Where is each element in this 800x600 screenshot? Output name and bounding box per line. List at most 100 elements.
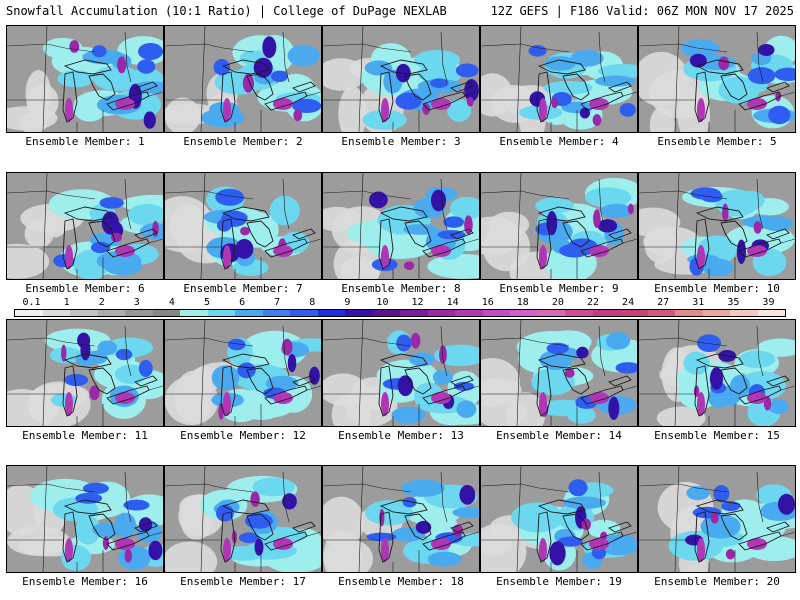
colorbar-label: 35 [727, 297, 740, 308]
colorbar-swatch [180, 310, 208, 316]
snowfall-map [323, 26, 479, 132]
ensemble-member-panel [638, 319, 796, 427]
colorbar-swatch [675, 310, 703, 316]
colorbar-swatch [400, 310, 428, 316]
header: Snowfall Accumulation (10:1 Ratio) | Col… [0, 0, 800, 22]
ensemble-member-caption: Ensemble Member: 17 [180, 575, 306, 588]
ensemble-member-panel [480, 319, 638, 427]
ensemble-member-caption: Ensemble Member: 9 [499, 282, 619, 295]
colorbar-swatch [455, 310, 483, 316]
colorbar: 0.1 1 2 3 4 5 6 7 8 9 10 12 14 16 18 20 22 24 27 31 35 39 [14, 297, 786, 317]
ensemble-member-caption: Ensemble Member: 7 [183, 282, 303, 295]
colorbar-label: 39 [762, 297, 775, 308]
ensemble-member-caption: Ensemble Member: 1 [25, 135, 145, 148]
colorbar-swatch [647, 310, 675, 316]
snowfall-map [165, 26, 321, 132]
ensemble-member-caption: Ensemble Member: 13 [338, 429, 464, 442]
ensemble-member-caption: Ensemble Member: 10 [654, 282, 780, 295]
colorbar-label: 7 [274, 297, 281, 308]
ensemble-member-caption: Ensemble Member: 15 [654, 429, 780, 442]
colorbar-label: 6 [239, 297, 246, 308]
colorbar-label: 22 [586, 297, 600, 308]
colorbar-label: 0.1 [22, 297, 41, 308]
snowfall-map [7, 26, 163, 132]
colorbar-swatch [207, 310, 235, 316]
snowfall-map [7, 320, 163, 426]
colorbar-swatch [70, 310, 98, 316]
snowfall-map [323, 320, 479, 426]
ensemble-member-panel [6, 25, 164, 133]
colorbar-label: 27 [657, 297, 670, 308]
snowfall-map [165, 320, 321, 426]
ensemble-member-panel [322, 465, 480, 573]
colorbar-swatch [372, 310, 400, 316]
colorbar-swatch [15, 310, 43, 316]
ensemble-member-panel [322, 319, 480, 427]
colorbar-swatch [482, 310, 510, 316]
snowfall-map [481, 26, 637, 132]
ensemble-member-panel [6, 172, 164, 280]
snowfall-map [323, 173, 479, 279]
colorbar-swatch [427, 310, 455, 316]
snowfall-map [165, 173, 321, 279]
colorbar-label: 31 [692, 297, 705, 308]
ensemble-member-panel [638, 172, 796, 280]
ensemble-member-panel [322, 25, 480, 133]
ensemble-member-caption: Ensemble Member: 12 [180, 429, 306, 442]
colorbar-label: 1 [63, 297, 70, 308]
ensemble-member-caption: Ensemble Member: 19 [496, 575, 622, 588]
colorbar-labels: 0.1 1 2 3 4 5 6 7 8 9 10 12 14 16 18 20 22 24 27 31 35 39 [14, 297, 786, 308]
colorbar-swatch [592, 310, 620, 316]
snowfall-map [639, 173, 795, 279]
ensemble-member-caption: Ensemble Member: 5 [657, 135, 777, 148]
colorbar-swatch [290, 310, 318, 316]
ensemble-member-caption: Ensemble Member: 4 [499, 135, 619, 148]
snowfall-map [7, 173, 163, 279]
colorbar-label: 14 [446, 297, 459, 308]
ensemble-member-panel [638, 465, 796, 573]
ensemble-member-panel [322, 172, 480, 280]
colorbar-swatch [42, 310, 70, 316]
colorbar-swatch [125, 310, 153, 316]
ensemble-member-panel [638, 25, 796, 133]
ensemble-member-panel [6, 319, 164, 427]
ensemble-member-panel [164, 25, 322, 133]
ensemble-member-panel [164, 172, 322, 280]
ensemble-member-panel [164, 319, 322, 427]
ensemble-member-caption: Ensemble Member: 3 [341, 135, 461, 148]
snowfall-map [7, 466, 163, 572]
colorbar-swatch [97, 310, 125, 316]
colorbar-label: 20 [551, 297, 564, 308]
ensemble-member-caption: Ensemble Member: 20 [654, 575, 780, 588]
colorbar-swatch [345, 310, 373, 316]
ensemble-member-panel [480, 172, 638, 280]
colorbar-label: 2 [98, 297, 105, 308]
snowfall-map [481, 320, 637, 426]
ensemble-member-panel [480, 465, 638, 573]
snowfall-map [639, 466, 795, 572]
colorbar-swatch [152, 310, 180, 316]
ensemble-member-panel [6, 465, 164, 573]
colorbar-swatch [702, 310, 730, 316]
snowfall-map [481, 466, 637, 572]
snowfall-map [165, 466, 321, 572]
colorbar-swatch [730, 310, 758, 316]
colorbar-label: 5 [203, 297, 211, 308]
ensemble-member-caption: Ensemble Member: 8 [341, 282, 461, 295]
colorbar-swatch [620, 310, 648, 316]
colorbar-label: 12 [411, 297, 424, 308]
ensemble-member-caption: Ensemble Member: 16 [22, 575, 148, 588]
map-title: Snowfall Accumulation (10:1 Ratio) | Col… [6, 4, 447, 18]
snowfall-map [323, 466, 479, 572]
colorbar-swatch [757, 310, 785, 316]
ensemble-member-caption: Ensemble Member: 11 [22, 429, 148, 442]
colorbar-swatch [262, 310, 290, 316]
colorbar-label: 3 [133, 297, 140, 308]
colorbar-swatch [565, 310, 593, 316]
colorbar-label: 10 [376, 297, 389, 308]
colorbar-label: 8 [309, 297, 316, 308]
ensemble-member-caption: Ensemble Member: 2 [183, 135, 303, 148]
colorbar-label: 4 [168, 297, 175, 308]
ensemble-member-caption: Ensemble Member: 18 [338, 575, 464, 588]
model-valid-time: 12Z GEFS | F186 Valid: 06Z MON NOV 17 20… [490, 4, 794, 18]
